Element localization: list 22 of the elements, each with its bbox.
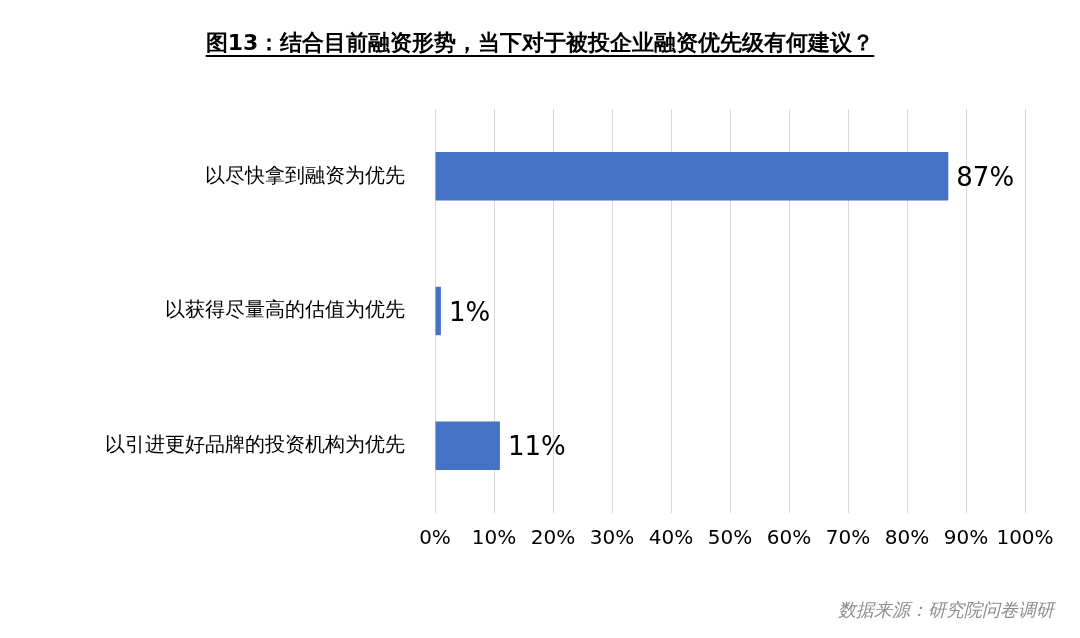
data-label: 11% [507, 431, 566, 462]
y-tick-label: 以获得尽量高的估值为优先 [165, 297, 405, 322]
x-tick-label: 40% [648, 525, 694, 550]
x-tick-label: 100% [996, 525, 1054, 550]
bar [435, 152, 949, 201]
bar [435, 286, 441, 336]
x-tick-label: 0% [419, 525, 451, 550]
y-tick-label: 以引进更好品牌的投资机构为优先 [105, 431, 405, 456]
x-tick-label: 60% [766, 525, 812, 550]
x-tick-label: 90% [943, 525, 989, 550]
y-tick-label: 以尽快拿到融资为优先 [205, 162, 405, 187]
data-label: 1% [448, 296, 491, 327]
chart-title: 图13：结合目前融资形势，当下对于被投企业融资优先级有何建议？ [205, 30, 875, 55]
x-tick-label: 70% [825, 525, 871, 550]
x-tick-label: 10% [471, 525, 517, 550]
bar [435, 421, 500, 470]
x-tick-label: 30% [589, 525, 635, 550]
x-tick-label: 80% [884, 525, 930, 550]
source-note: 数据来源：研究院问卷调研 [838, 598, 1054, 622]
data-label: 87% [956, 162, 1015, 193]
x-tick-label: 50% [707, 525, 753, 550]
x-tick-label: 20% [530, 525, 576, 550]
